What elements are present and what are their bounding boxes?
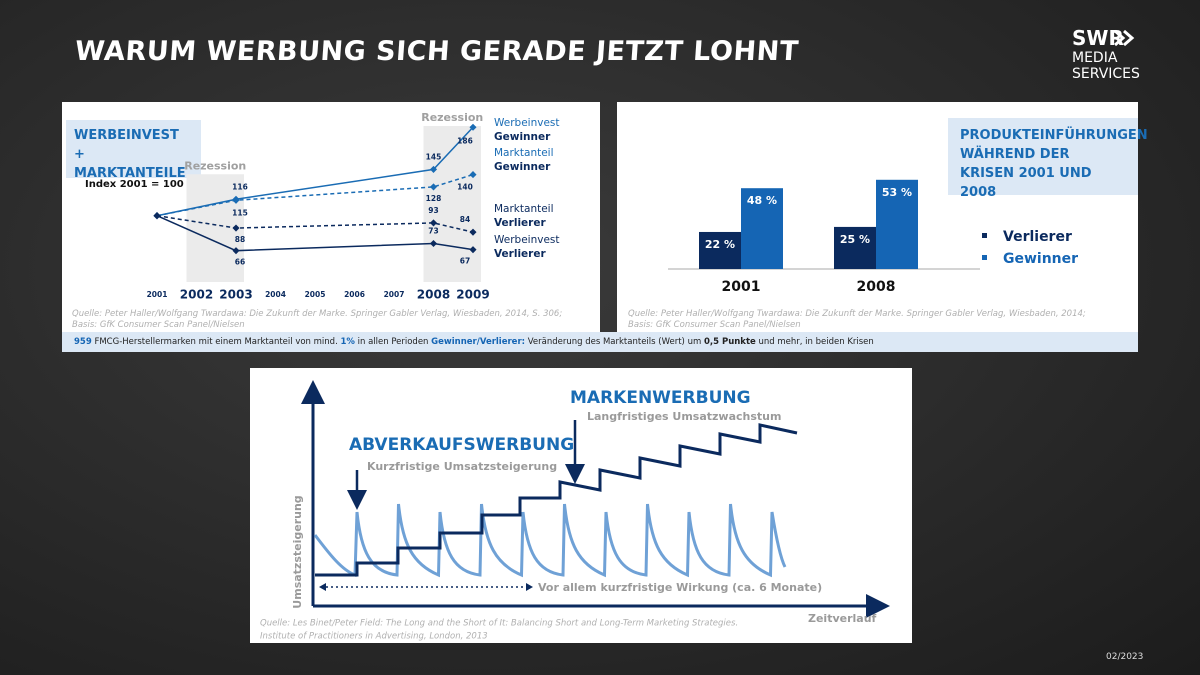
footnote-part: 0,5 Punkte (703, 337, 756, 347)
x-tick-label: 2002 (180, 288, 213, 302)
legend-marker (982, 255, 987, 260)
recession-band (423, 126, 481, 282)
x-tick-label: 2001 (722, 279, 761, 295)
footnote-part: in allen Perioden (354, 337, 432, 347)
footnote-part: Gewinner/Verlierer: (431, 337, 526, 347)
legend-label: Marktanteil Gewinner (494, 147, 554, 173)
footnote-part: Veränderung des Marktanteils (Wert) um (525, 337, 704, 347)
marker (232, 224, 240, 232)
data-label: 115 (232, 208, 248, 217)
data-label: 84 (460, 215, 470, 224)
data-label: 53 % (882, 186, 912, 199)
chart-title: PRODUKTEINFÜHRUNGEN WÄHREND DER KRISEN 2… (948, 118, 1148, 200)
bar (834, 226, 876, 269)
source: Quelle: Les Binet/Peter Field: The Long … (260, 619, 738, 629)
marker (469, 228, 477, 236)
footnote-part: 1% (340, 337, 355, 347)
x-tick-label: 2009 (456, 288, 489, 302)
source: Quelle: Peter Haller/Wolfgang Twardawa: … (72, 309, 563, 319)
logo-text: MEDIA (1072, 50, 1118, 66)
data-label: 66 (235, 258, 245, 267)
recession-label: Rezession (421, 111, 483, 124)
marker (469, 171, 477, 179)
label: ABVERKAUFSWERBUNG (349, 435, 574, 455)
long-term-curve (315, 423, 798, 577)
data-label: 128 (426, 194, 442, 203)
line (156, 214, 474, 233)
x-tick-label: 2001 (147, 290, 168, 299)
marker (232, 247, 240, 255)
marker (429, 183, 438, 191)
axis-label: Zeitverlauf (808, 612, 877, 625)
chart-title: WERBEINVEST + MARKTANTEILE (66, 120, 201, 181)
bar (876, 179, 918, 269)
source: Institute of Practitioners in Advertisin… (260, 632, 488, 642)
data-label: 88 (235, 235, 245, 244)
data-label: 116 (232, 182, 248, 191)
logo-icon (1123, 29, 1135, 47)
legend-marker (982, 233, 987, 238)
x-tick-label: 2005 (305, 290, 326, 299)
legend-label: Gewinner (1003, 251, 1078, 267)
marker (232, 196, 240, 204)
logo-icon (1114, 29, 1126, 47)
line (156, 126, 474, 217)
bar (741, 188, 783, 269)
footnote-part: und mehr, in beiden Krisen (755, 337, 874, 347)
data-label: 145 (426, 152, 442, 161)
x-tick-label: 2008 (857, 279, 896, 295)
data-label: 186 (457, 136, 473, 145)
x-tick-label: 2004 (265, 290, 286, 299)
axis-label: Umsatzsteigerung (291, 495, 304, 608)
marker (469, 246, 477, 254)
line (156, 215, 474, 252)
label: Langfristiges Umsatzwachstum (587, 410, 781, 423)
date: 02/2023 (1106, 652, 1144, 662)
source: Basis: GfK Consumer Scan Panel/Nielsen (628, 320, 801, 330)
logo-text: SWR (1072, 26, 1124, 50)
marker (429, 165, 438, 173)
x-tick-label: 2008 (417, 288, 450, 302)
bar (699, 231, 741, 269)
x-tick-label: 2003 (219, 288, 252, 302)
legend-label: Werbeinvest Gewinner (494, 117, 560, 143)
source: Basis: GfK Consumer Scan Panel/Nielsen (72, 320, 245, 330)
marker (429, 239, 438, 248)
data-label: 48 % (747, 194, 777, 207)
label: Kurzfristige Umsatzsteigerung (367, 460, 557, 473)
x-tick-label: 2006 (344, 290, 365, 299)
label: MARKENWERBUNG (570, 388, 751, 408)
marker (429, 219, 438, 227)
recession-label: Rezession (184, 159, 246, 172)
logo-text: SERVICES (1072, 66, 1140, 82)
label: Vor allem kurzfristige Wirkung (ca. 6 Mo… (538, 581, 822, 594)
data-label: 73 (428, 226, 438, 235)
x-tick-label: 2007 (384, 290, 405, 299)
data-label: 67 (460, 257, 470, 266)
legend-label: Verlierer (1003, 229, 1072, 245)
footnote-part: FMCG-Herstellermarken mit einem Marktant… (91, 337, 341, 347)
data-label: 22 % (705, 238, 735, 251)
marker (469, 123, 477, 131)
data-label: 93 (428, 206, 438, 215)
data-label: 140 (457, 183, 473, 192)
footnote-part: 959 (74, 337, 92, 347)
footnote: 959 FMCG-Herstellermarken mit einem Mark… (62, 332, 1138, 352)
data-label: 25 % (840, 233, 870, 246)
marker (153, 212, 161, 220)
short-term-curve (313, 503, 787, 578)
source: Quelle: Peter Haller/Wolfgang Twardawa: … (628, 309, 1086, 319)
chart-subtitle: Index 2001 = 100 (85, 179, 184, 190)
legend-label: Werbeinvest Verlierer (494, 234, 560, 260)
legend-label: Marktanteil Verlierer (494, 203, 554, 229)
